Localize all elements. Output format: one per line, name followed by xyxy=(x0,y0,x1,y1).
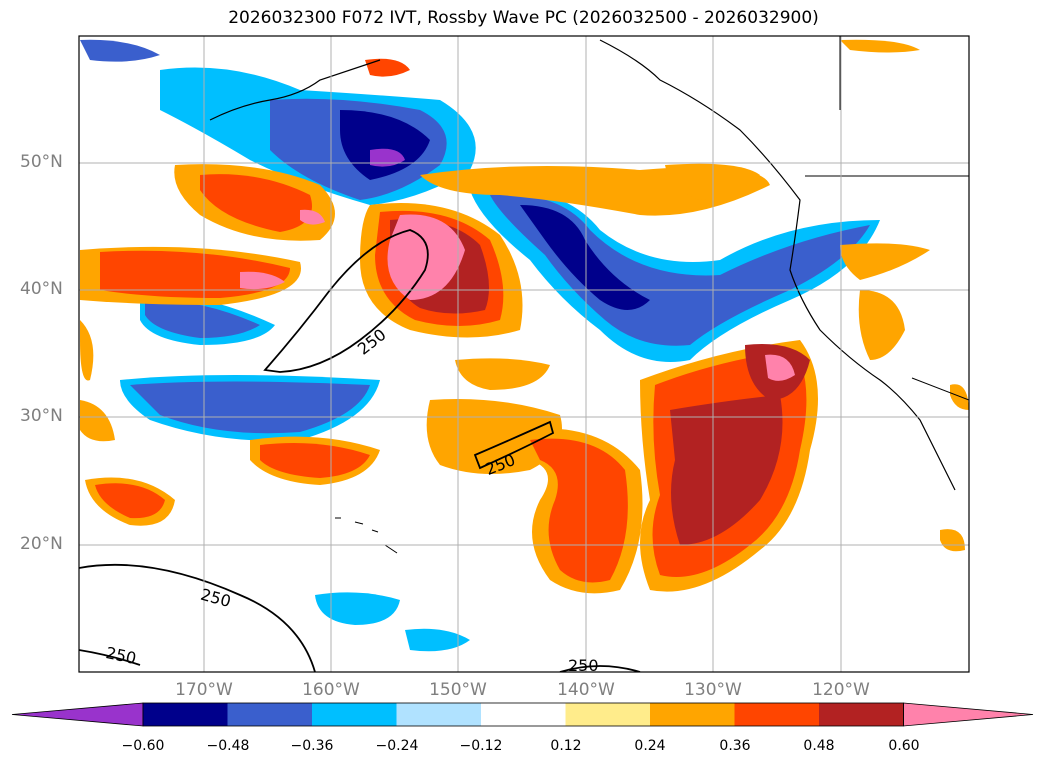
contour-250 xyxy=(79,649,141,666)
negative-anomaly-region xyxy=(405,628,470,652)
negative-anomaly-region xyxy=(130,381,370,434)
negative-anomaly-region xyxy=(520,205,650,310)
lat-label: 30°N xyxy=(20,406,63,426)
colorbar-tick-label: 0.48 xyxy=(803,738,835,754)
lat-label: 50°N xyxy=(20,152,63,172)
lon-label: 120°W xyxy=(812,680,870,700)
positive-anomaly-region xyxy=(387,214,465,300)
positive-anomaly-region xyxy=(765,354,795,381)
negative-anomaly-region xyxy=(490,194,870,346)
contour-250 xyxy=(559,665,641,672)
positive-anomaly-region xyxy=(240,271,285,290)
lon-label: 140°W xyxy=(557,680,615,700)
contour-250 xyxy=(263,229,429,373)
positive-anomaly-region xyxy=(530,438,628,583)
negative-anomaly-region xyxy=(80,39,160,62)
colorbar-swatch xyxy=(734,703,819,726)
negative-anomaly-region xyxy=(370,148,405,167)
colorbar-swatch xyxy=(396,703,481,726)
lon-label: 130°W xyxy=(684,680,742,700)
contour-label: 250 xyxy=(354,325,390,359)
lon-label: 150°W xyxy=(429,680,487,700)
positive-anomaly-region xyxy=(950,384,969,410)
contour-250 xyxy=(473,420,555,470)
positive-anomaly-region xyxy=(260,442,370,478)
positive-anomaly-region xyxy=(365,58,410,77)
coastline xyxy=(599,39,956,491)
colorbar xyxy=(11,702,1034,727)
hawaii-islands xyxy=(335,517,398,554)
negative-anomaly-region xyxy=(145,299,260,338)
positive-anomaly-region xyxy=(95,483,165,519)
colorbar-tick-label: −0.48 xyxy=(206,738,250,754)
positive-anomaly-region xyxy=(300,209,325,225)
negative-anomaly-region xyxy=(315,592,400,625)
positive-anomaly-region xyxy=(80,320,94,381)
lat-label: 40°N xyxy=(20,279,63,299)
positive-anomaly-region xyxy=(940,529,965,552)
lon-label: 170°W xyxy=(175,680,233,700)
colorbar-frame xyxy=(142,702,904,727)
positive-anomaly-region xyxy=(200,174,312,232)
positive-anomaly-region xyxy=(455,358,550,390)
map-fields xyxy=(79,36,969,672)
colorbar-extend-high xyxy=(903,702,1034,727)
positive-anomaly-region xyxy=(858,290,905,360)
colorbar-swatch xyxy=(227,703,312,726)
positive-anomaly-region xyxy=(426,399,562,474)
colorbar-tick-label: 0.12 xyxy=(550,738,582,754)
colorbar-swatch xyxy=(312,703,397,726)
contour-250 xyxy=(79,563,316,672)
colorbar-tick-label: −0.60 xyxy=(121,738,165,754)
border-line xyxy=(911,377,969,401)
map-frame xyxy=(78,35,970,673)
colorbar-tick-label: −0.12 xyxy=(459,738,503,754)
map-title: 2026032300 F072 IVT, Rossby Wave PC (202… xyxy=(228,8,819,28)
positive-anomaly-region xyxy=(80,400,115,442)
colorbar-tick-label: −0.24 xyxy=(375,738,419,754)
colorbar-tick-label: −0.36 xyxy=(290,738,334,754)
gridlines xyxy=(79,36,969,672)
positive-anomaly-region xyxy=(840,243,930,280)
colorbar-swatch xyxy=(650,703,735,726)
contour-label: 250 xyxy=(568,656,599,675)
lat-label: 20°N xyxy=(20,534,63,554)
colorbar-swatch xyxy=(565,703,650,726)
colorbar-swatch xyxy=(481,703,566,726)
colorbar-tick-label: 0.60 xyxy=(888,738,920,754)
coastline xyxy=(209,59,381,121)
colorbar-swatch xyxy=(143,703,228,726)
colorbar-swatch xyxy=(819,703,904,726)
positive-anomaly-region xyxy=(840,39,920,53)
colorbar-extend-low xyxy=(11,702,144,727)
colorbar-tick-label: 0.36 xyxy=(719,738,751,754)
colorbar-tick-label: 0.24 xyxy=(634,738,666,754)
lon-label: 160°W xyxy=(302,680,360,700)
positive-anomaly-region xyxy=(670,395,783,545)
contour-label: 250 xyxy=(104,643,138,668)
